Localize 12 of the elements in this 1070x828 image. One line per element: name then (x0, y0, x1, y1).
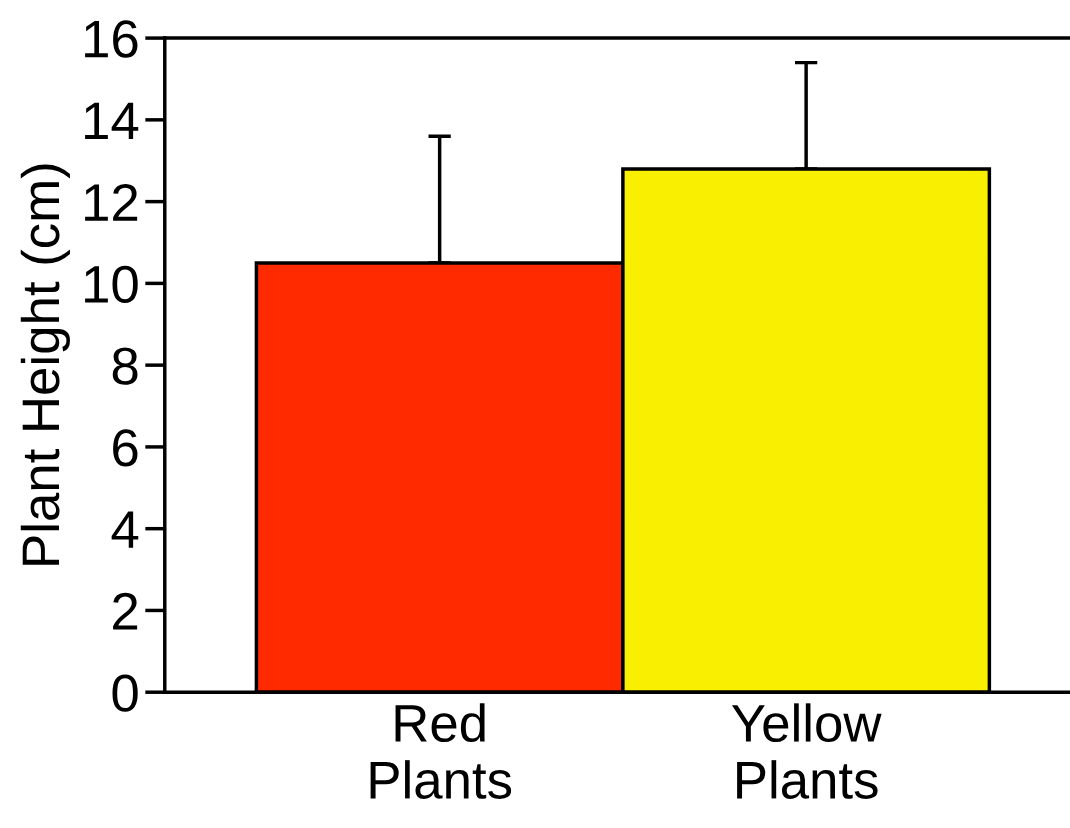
y-tick-label: 16 (85, 20, 138, 58)
y-tick-label: 12 (85, 183, 138, 221)
y-tick-label: 4 (111, 511, 139, 548)
y-axis-title: Plant Height (cm) (20, 164, 70, 565)
x-tick-label: Yellow Plants (731, 703, 882, 799)
y-tick-label: 10 (85, 265, 138, 304)
y-tick-label: 6 (113, 429, 138, 467)
y-tick-label: 14 (85, 102, 139, 139)
y-tick-label: 0 (112, 674, 138, 712)
y-tick-label: 8 (112, 347, 138, 385)
y-tick-label: 2 (113, 592, 138, 630)
x-tick-label: Red Plants (370, 703, 512, 799)
